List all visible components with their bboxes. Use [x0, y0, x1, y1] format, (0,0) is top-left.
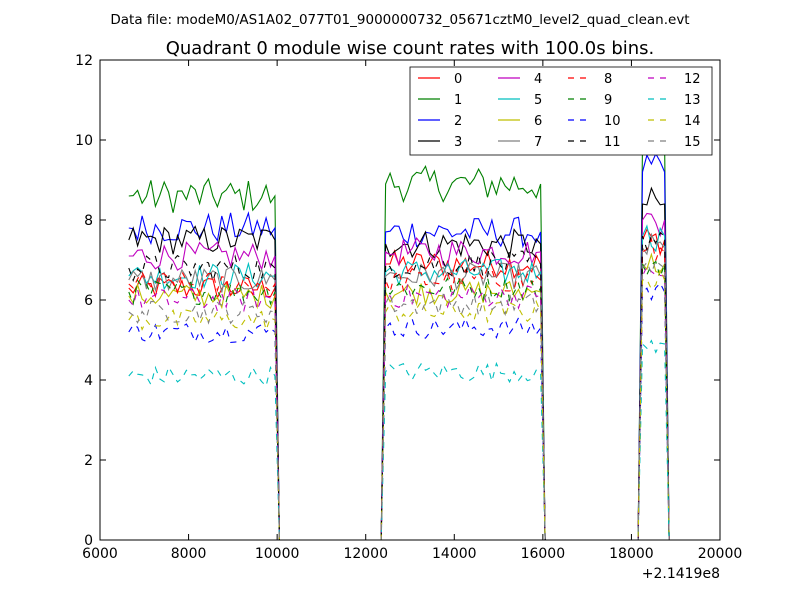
x-offset-label: +2.1419e8 — [642, 566, 720, 582]
legend-label: 4 — [534, 72, 542, 87]
series-line-4 — [128, 212, 670, 540]
series-line-13 — [128, 339, 670, 540]
y-tick-label: 2 — [84, 453, 93, 469]
legend-label: 9 — [604, 93, 612, 108]
x-tick-label: 6000 — [82, 546, 118, 562]
series-line-3 — [128, 186, 670, 540]
legend-label: 14 — [684, 114, 701, 129]
series-line-1 — [128, 130, 670, 540]
x-tick-label: 12000 — [343, 546, 388, 562]
legend-label: 6 — [534, 114, 542, 129]
chart-title: Quadrant 0 module wise count rates with … — [166, 38, 655, 59]
legend-label: 1 — [454, 93, 462, 108]
legend-label: 15 — [684, 135, 701, 150]
x-tick-label: 8000 — [171, 546, 207, 562]
series-line-14 — [128, 267, 670, 540]
x-tick-label: 14000 — [432, 546, 477, 562]
legend-label: 11 — [604, 135, 621, 150]
legend-label: 7 — [534, 135, 542, 150]
x-tick-label: 10000 — [255, 546, 300, 562]
legend-label: 0 — [454, 72, 462, 87]
series-line-0 — [128, 228, 670, 540]
series-line-7 — [128, 232, 670, 540]
series-layer — [128, 130, 670, 540]
series-line-11 — [128, 231, 670, 540]
legend-frame — [409, 66, 713, 156]
legend-label: 2 — [454, 114, 462, 129]
y-tick-label: 4 — [84, 373, 93, 389]
legend-label: 12 — [684, 72, 701, 87]
legend-label: 8 — [604, 72, 612, 87]
legend-label: 3 — [454, 135, 462, 150]
series-line-15 — [128, 259, 670, 540]
y-tick-label: 12 — [75, 53, 93, 69]
datafile-text: Data file: modeM0/AS1A02_077T01_90000007… — [110, 12, 689, 28]
y-tick-label: 10 — [75, 133, 93, 149]
y-tick-label: 8 — [84, 213, 93, 229]
y-tick-label: 0 — [84, 533, 93, 549]
series-line-2 — [128, 152, 670, 540]
legend-label: 5 — [534, 93, 542, 108]
legend-label: 13 — [684, 93, 701, 108]
ticks-layer: 6000 8000 10000 12000 14000 16000 18000 20000 0 2… — [75, 53, 742, 562]
series-line-10 — [128, 282, 670, 540]
legend-label: 10 — [604, 114, 621, 129]
x-tick-label: 18000 — [609, 546, 654, 562]
y-tick-label: 6 — [84, 293, 93, 309]
x-tick-label: 20000 — [698, 546, 743, 562]
x-tick-label: 16000 — [521, 546, 566, 562]
series-line-8 — [128, 237, 670, 540]
